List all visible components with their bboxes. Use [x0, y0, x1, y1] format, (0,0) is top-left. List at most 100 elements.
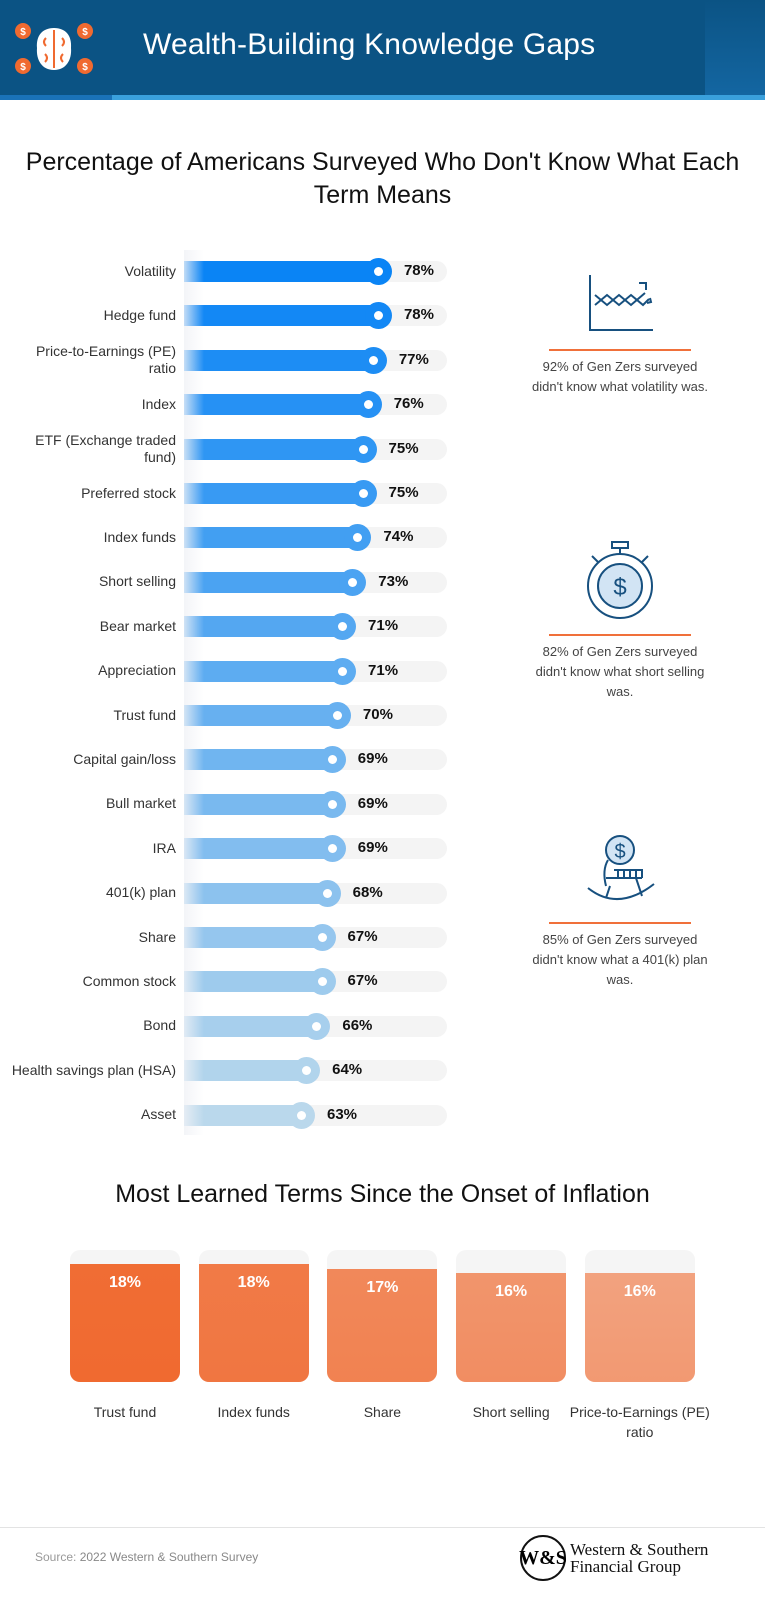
bar-knob [318, 746, 346, 774]
bar-value: 74% [383, 528, 414, 546]
note-divider [549, 634, 691, 636]
bar-row: Hedge fund 78% [0, 293, 470, 337]
bar [184, 616, 343, 638]
bar [184, 749, 332, 771]
bar-row: Bear market 71% [0, 604, 470, 648]
bar [184, 927, 322, 948]
bar-value: 70% [362, 706, 393, 723]
line-chart-icon [589, 275, 653, 331]
bar-knob [308, 924, 336, 951]
bar-knob [339, 568, 367, 596]
column-label: Price-to-Earnings (PE) ratio [569, 1404, 710, 1440]
bar-knob [364, 302, 392, 330]
brand-line1: Western & Southern [570, 1540, 709, 1559]
bar-value: 64% [332, 1061, 363, 1079]
bar-knob [364, 258, 392, 285]
column-value: 16% [623, 1283, 656, 1300]
note-text: 82% of Gen Zers surveyed didn't know wha… [535, 644, 705, 699]
svg-text:$: $ [20, 62, 26, 73]
bar-label: 401(k) plan [105, 884, 176, 901]
bar-row: Share 67% [0, 915, 470, 959]
bar-knob [318, 835, 346, 863]
svg-text:$: $ [82, 27, 88, 38]
brain-dollar-icon: $ $ $ $ [15, 23, 93, 74]
bar [184, 793, 332, 815]
header-decoration [705, 0, 765, 100]
bar [184, 971, 322, 993]
bar-knob [303, 1012, 331, 1040]
column-bar [584, 1273, 695, 1382]
column-card: 18% [198, 1250, 309, 1382]
svg-text:$: $ [614, 841, 625, 863]
bar-value: 75% [388, 439, 419, 457]
bar-value: 69% [357, 839, 388, 857]
note-text: 92% of Gen Zers surveyed didn't know wha… [532, 359, 708, 394]
bar [184, 394, 368, 416]
bar-label: ETF (Exchange traded fund) [35, 431, 176, 465]
bar-value: 66% [342, 1016, 373, 1034]
column-value: 18% [108, 1274, 142, 1291]
bar-row: Bond 66% [0, 1004, 470, 1048]
bar-row: Common stock 67% [0, 959, 470, 1003]
bar [184, 838, 332, 860]
bar [184, 660, 343, 682]
divider [0, 1527, 765, 1528]
bar-label: Share [138, 928, 176, 945]
header-strip [0, 95, 765, 100]
bar-label: Trust fund [113, 706, 176, 723]
bar-label: Price-to-Earnings (PE) ratio [35, 342, 176, 376]
bar-knob [323, 702, 351, 729]
header-strip-accent [0, 95, 112, 100]
bar-label: Index [141, 395, 176, 412]
bar [184, 571, 353, 593]
svg-text:$: $ [82, 62, 88, 73]
bar-row: Short selling 73% [0, 560, 470, 604]
rocking-chair-dollar-icon: $ [587, 835, 655, 901]
source-label: Source: [35, 1550, 77, 1564]
bar [184, 882, 327, 904]
bar-label: Capital gain/loss [73, 750, 176, 767]
bar-value: 77% [398, 350, 429, 368]
bar [184, 349, 373, 371]
chart-title: Most Learned Terms Since the Onset of In… [115, 1180, 650, 1208]
bar-label: Bull market [105, 795, 176, 812]
source-text: 2022 Western & Southern Survey [79, 1550, 259, 1564]
bar-value: 68% [352, 883, 383, 901]
brand-logo: W&S Western & Southern Financial Group [519, 1535, 709, 1581]
bar [184, 1015, 317, 1037]
note-text: 85% of Gen Zers surveyed didn't know wha… [532, 932, 708, 987]
bar-row: Trust fund 70% [0, 693, 470, 737]
bar-knob [349, 480, 377, 507]
bar-label: IRA [152, 839, 176, 856]
note-divider [549, 922, 691, 924]
column-card: 18% [70, 1250, 180, 1382]
bar-knob [329, 613, 357, 641]
bar-label: Asset [140, 1106, 176, 1123]
bar-label: Common stock [82, 972, 176, 989]
column-label: Short selling [472, 1404, 550, 1420]
svg-text:$: $ [20, 27, 26, 38]
bar-row: Bull market 69% [0, 782, 470, 826]
bar-label: Hedge fund [103, 306, 176, 323]
stopwatch-dollar-icon: $ [587, 541, 653, 619]
bar [184, 705, 337, 726]
bar-label: Health savings plan (HSA) [11, 1061, 176, 1078]
bar-label: Volatility [124, 262, 176, 279]
column-card: 17% [327, 1250, 438, 1382]
column-bar [456, 1273, 567, 1382]
bar-knob [293, 1057, 321, 1085]
bar-row: Health savings plan (HSA) 64% [0, 1048, 470, 1092]
bar-value: 73% [378, 572, 409, 590]
bar-knob [344, 524, 372, 552]
column-value: 16% [495, 1283, 528, 1300]
bar-label: Index funds [103, 528, 176, 545]
bar-row: Appreciation 71% [0, 649, 470, 693]
bar-row: Asset 63% [0, 1093, 470, 1137]
bar-knob [349, 435, 377, 463]
column-card: 16% [456, 1250, 567, 1382]
column-value: 18% [237, 1274, 270, 1291]
header: $ $ $ $ Wealth-Building Knowledge Gaps [0, 0, 765, 100]
bar-value: 69% [357, 750, 388, 768]
bar-value: 69% [357, 794, 388, 812]
bar-row: 401(k) plan 68% [0, 871, 470, 915]
